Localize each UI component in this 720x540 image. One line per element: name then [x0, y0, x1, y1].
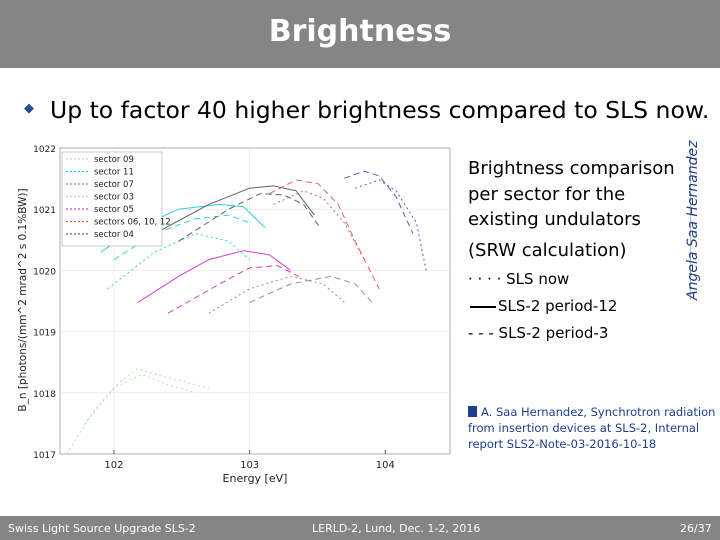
document-icon	[468, 406, 477, 417]
author-vertical-label: Angela Saa Hernandez	[685, 140, 701, 300]
title-bar	[0, 0, 720, 68]
series-group	[66, 170, 427, 455]
y-tick-label: 1020	[33, 267, 56, 277]
vertical-divider	[690, 150, 691, 300]
legend-label: sector 09	[94, 155, 134, 165]
footer-left: Swiss Light Source Upgrade SLS-2	[8, 522, 196, 535]
series-line-13	[344, 170, 414, 234]
footer-bar	[0, 516, 720, 540]
series-line-6	[178, 193, 321, 242]
legend-label: sector 04	[94, 230, 134, 240]
legend-label: sector 05	[94, 205, 134, 215]
y-axis-label: B_n [photons/(mm^2 mrad^2 s 0.1%BW)]	[18, 188, 29, 411]
x-tick-label: 104	[376, 460, 395, 471]
y-ticks: 1017 1018 1019 1020 1021 1022	[33, 145, 56, 461]
legend-sls2-period3: - - - SLS-2 period-3	[468, 324, 609, 342]
caption-line-3: existing undulators	[468, 209, 641, 230]
legend-label: sectors 06, 10, 12	[94, 218, 171, 228]
series-line-1	[83, 373, 196, 426]
series-line-7	[137, 250, 291, 303]
series-line-5	[154, 185, 315, 235]
legend-label: sector 07	[94, 180, 134, 190]
brightness-chart: sector 09 sector 11 sector 07 sector 03 sect…	[18, 145, 451, 485]
x-ticks: 102 103 104	[104, 450, 395, 471]
legend-label: sector 11	[94, 168, 134, 178]
x-axis-label: Energy [eV]	[223, 472, 288, 485]
caption-line-1: Brightness comparison	[468, 158, 675, 179]
solid-line-swatch	[470, 306, 496, 308]
y-tick-label: 1021	[33, 206, 56, 216]
footer-center: LERLD-2, Lund, Dec. 1-2, 2016	[312, 522, 481, 535]
bullet-text: Up to factor 40 higher brightness compar…	[50, 96, 710, 124]
legend: sector 09 sector 11 sector 07 sector 03 sect…	[61, 151, 171, 247]
diamond-bullet-icon: ◆	[24, 101, 34, 116]
legend-sls2-period12: SLS-2 period-12	[498, 297, 618, 315]
series-line-14	[355, 179, 427, 271]
series-line-12	[273, 190, 365, 260]
series-line-9	[208, 275, 345, 314]
series-line-0	[66, 367, 209, 455]
series-line-8	[167, 265, 299, 314]
y-tick-label: 1017	[33, 451, 56, 461]
reference-text: A. Saa Hernandez, Synchrotron radiation …	[468, 405, 716, 451]
reference-note: A. Saa Hernandez, Synchrotron radiation …	[468, 404, 718, 452]
legend-label: sector 03	[94, 193, 134, 203]
y-tick-label: 1022	[33, 145, 56, 155]
legend-sls-now: · · · · SLS now	[468, 270, 570, 288]
slide-title: Brightness	[268, 14, 452, 49]
footer-page-number: 26/37	[680, 522, 712, 535]
y-tick-label: 1018	[33, 390, 56, 400]
y-tick-label: 1019	[33, 329, 56, 339]
x-tick-label: 103	[240, 460, 259, 471]
x-tick-label: 102	[104, 460, 123, 471]
caption-line-2: per sector for the	[468, 184, 626, 205]
caption-line-4: (SRW calculation)	[468, 240, 627, 261]
legend-box	[61, 151, 163, 247]
